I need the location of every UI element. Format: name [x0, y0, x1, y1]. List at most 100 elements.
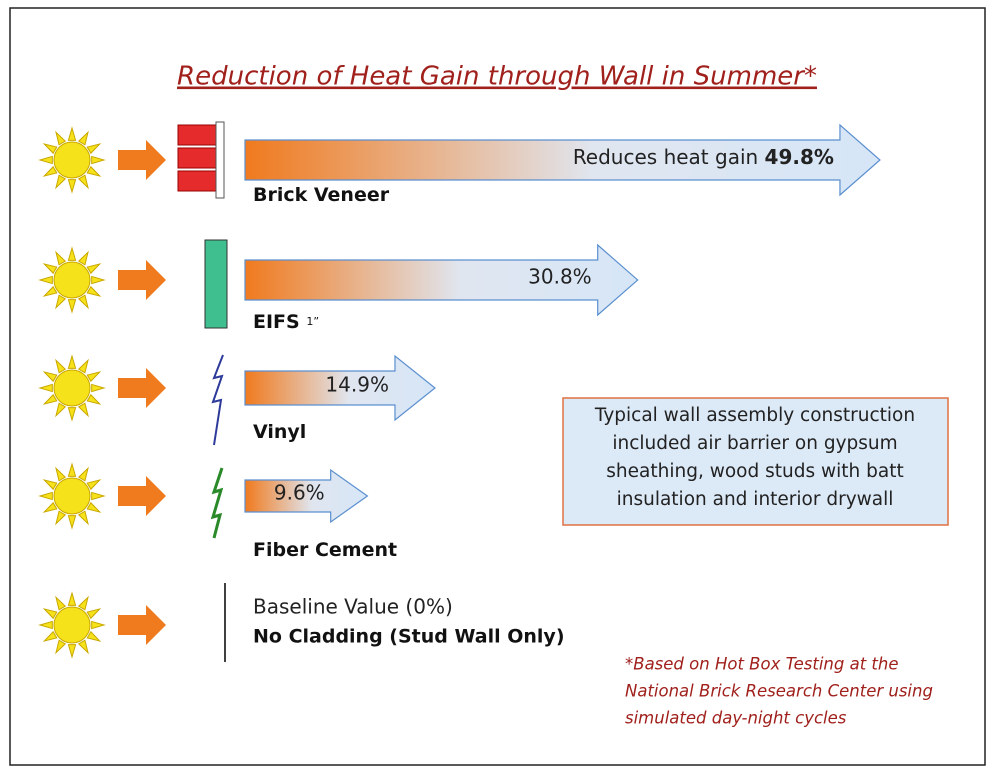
sun-ray	[55, 402, 67, 418]
value-label: 14.9%	[325, 373, 389, 397]
title: Reduction of Heat Gain through Wall in S…	[177, 62, 817, 92]
brick	[177, 170, 217, 192]
sun-ray	[42, 165, 58, 177]
sun-ray	[38, 491, 53, 501]
sun-ray	[42, 501, 58, 513]
info-line: Typical wall assembly construction	[594, 405, 915, 426]
sun	[38, 354, 106, 422]
cladding-name: Brick Veneer	[253, 184, 390, 206]
sun-ray	[77, 595, 89, 611]
sun-ray	[55, 358, 67, 374]
sun-ray	[77, 174, 89, 190]
sun-ray	[91, 491, 106, 501]
footnote-line: simulated day-night cycles	[625, 709, 847, 728]
sun-ray	[67, 515, 77, 530]
sun-ray	[67, 299, 77, 314]
eifs-wall	[204, 239, 228, 329]
info-line: sheathing, wood studs with batt	[606, 461, 903, 482]
cladding-name: Vinyl	[253, 421, 306, 443]
sun-ray	[55, 595, 67, 611]
sun-ray	[91, 275, 106, 285]
sun	[38, 462, 106, 530]
vinyl-wall	[211, 354, 224, 446]
sun-disc	[53, 477, 91, 515]
sun-ray	[91, 155, 106, 165]
sun-ray	[77, 130, 89, 146]
value-label: 49.8%	[765, 145, 834, 169]
sun-ray	[77, 639, 89, 655]
sun-ray	[42, 393, 58, 405]
sun-ray	[38, 383, 53, 393]
baseline-name: No Cladding (Stud Wall Only)	[253, 626, 565, 648]
footnote-line: National Brick Research Center using	[625, 682, 933, 701]
sun-ray	[42, 285, 58, 297]
cladding-name: Brick Veneer	[253, 184, 390, 206]
sun-ray	[86, 630, 102, 642]
sun-ray	[91, 383, 106, 393]
sun-ray	[86, 501, 102, 513]
reduction-arrow	[244, 354, 436, 422]
sun-ray	[67, 179, 77, 194]
sun-disc	[53, 369, 91, 407]
sun-ray	[67, 407, 77, 422]
sun-ray	[77, 250, 89, 266]
sun-ray	[77, 358, 89, 374]
sun-ray	[86, 143, 102, 155]
info-line: insulation and interior drywall	[617, 489, 894, 510]
sun-disc	[53, 141, 91, 179]
sun-disc	[53, 261, 91, 299]
info-box	[562, 397, 949, 526]
sun-ray	[55, 250, 67, 266]
sun-ray	[67, 126, 77, 141]
heat-arrow	[118, 140, 166, 180]
reduction-arrow	[244, 468, 369, 524]
sun-ray	[42, 263, 58, 275]
sun-ray	[55, 294, 67, 310]
value-label: 9.6%	[274, 481, 325, 505]
sun-ray	[91, 620, 106, 630]
sun-ray	[77, 294, 89, 310]
frame	[9, 7, 986, 766]
heat-arrow	[118, 605, 166, 645]
sun-ray	[77, 510, 89, 526]
sun-ray	[86, 263, 102, 275]
sun-ray	[86, 165, 102, 177]
sun-ray	[77, 402, 89, 418]
reduction-arrow	[244, 243, 639, 317]
sun-ray	[86, 371, 102, 383]
sun-ray	[67, 354, 77, 369]
brick	[177, 124, 217, 146]
sun-ray	[86, 608, 102, 620]
info-line: included air barrier on gypsum	[612, 433, 897, 454]
brick	[177, 147, 217, 169]
sun-ray	[77, 466, 89, 482]
sun-ray	[42, 630, 58, 642]
reduction-arrow	[244, 123, 881, 197]
sun-ray	[67, 591, 77, 606]
value-label: Reduces heat gain 49.8%	[573, 145, 834, 169]
sun-ray	[86, 479, 102, 491]
cladding-note: 1”	[306, 315, 319, 328]
cladding-name: Fiber Cement	[253, 539, 397, 561]
cladding-name: Fiber Cement	[253, 539, 397, 561]
brick-wall	[215, 121, 225, 199]
cladding-name: EIFS 1”	[253, 311, 319, 333]
fiber-cement-wall	[210, 467, 224, 539]
cladding-name: Vinyl	[253, 421, 306, 443]
sun-ray	[42, 371, 58, 383]
sun-ray	[67, 644, 77, 659]
value-label: 30.8%	[528, 265, 592, 289]
sun-ray	[38, 155, 53, 165]
value-prefix: Reduces heat gain	[573, 145, 758, 169]
sun-ray	[55, 510, 67, 526]
sun-ray	[42, 479, 58, 491]
sun-ray	[38, 275, 53, 285]
sun-ray	[86, 393, 102, 405]
sun-ray	[55, 174, 67, 190]
sun-ray	[67, 462, 77, 477]
sun-ray	[42, 608, 58, 620]
sun-ray	[42, 143, 58, 155]
sun-disc	[53, 606, 91, 644]
footnote-line: *Based on Hot Box Testing at the	[625, 655, 899, 674]
